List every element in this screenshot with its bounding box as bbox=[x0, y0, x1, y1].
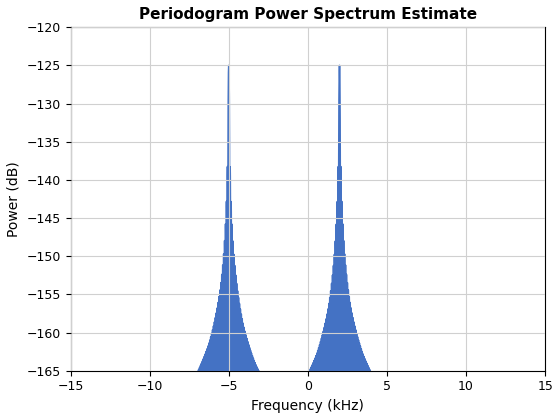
Title: Periodogram Power Spectrum Estimate: Periodogram Power Spectrum Estimate bbox=[139, 7, 477, 22]
X-axis label: Frequency (kHz): Frequency (kHz) bbox=[251, 399, 365, 413]
Y-axis label: Power (dB): Power (dB) bbox=[7, 161, 21, 237]
